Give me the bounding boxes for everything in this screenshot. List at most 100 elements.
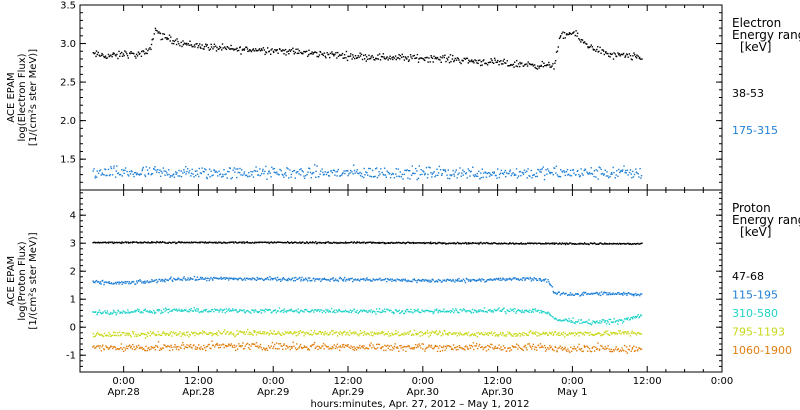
- data-point: [573, 335, 576, 337]
- data-point: [126, 55, 129, 57]
- data-point: [451, 310, 453, 312]
- data-point: [528, 278, 530, 280]
- data-point: [559, 345, 561, 347]
- data-point: [249, 49, 251, 51]
- data-point: [568, 242, 571, 244]
- data-point: [225, 308, 227, 310]
- data-point: [151, 173, 154, 175]
- data-point: [462, 308, 465, 310]
- data-point: [328, 279, 330, 281]
- data-point: [539, 279, 541, 281]
- data-point: [487, 334, 490, 336]
- data-point: [575, 243, 577, 245]
- data-point: [329, 56, 331, 59]
- data-point: [600, 242, 602, 244]
- data-point: [141, 168, 144, 170]
- data-point: [451, 347, 453, 350]
- data-point: [525, 333, 527, 335]
- data-point: [570, 350, 573, 352]
- data-point: [540, 65, 542, 67]
- data-point: [481, 346, 483, 348]
- data-point: [490, 58, 492, 60]
- data-point: [535, 175, 537, 178]
- data-point: [234, 48, 236, 51]
- data-point: [318, 54, 321, 56]
- data-point: [366, 277, 368, 279]
- data-point: [596, 320, 598, 322]
- data-point: [378, 174, 380, 177]
- data-point: [501, 310, 503, 312]
- data-point: [251, 174, 253, 176]
- data-point: [501, 308, 504, 311]
- data-point: [566, 350, 568, 353]
- data-point: [319, 330, 321, 333]
- data-point: [526, 63, 528, 65]
- data-point: [569, 332, 571, 335]
- x-tick-time-label: 12:00: [633, 376, 662, 387]
- data-point: [285, 279, 288, 282]
- data-point: [543, 279, 545, 281]
- data-point: [478, 278, 480, 280]
- data-point: [332, 311, 335, 313]
- data-point: [436, 333, 438, 335]
- data-point: [455, 279, 457, 281]
- data-point: [293, 310, 295, 312]
- data-point: [438, 58, 440, 61]
- data-point: [605, 52, 607, 54]
- data-point: [251, 241, 254, 244]
- data-point: [286, 51, 288, 53]
- data-point: [272, 242, 274, 244]
- data-point: [319, 173, 321, 175]
- data-point: [388, 242, 390, 244]
- data-point: [424, 57, 426, 59]
- data-point: [237, 333, 239, 335]
- data-point: [477, 331, 480, 334]
- data-point: [543, 311, 545, 313]
- data-point: [288, 242, 290, 244]
- data-point: [577, 331, 579, 334]
- data-point: [579, 322, 581, 325]
- data-point: [578, 335, 580, 337]
- data-point: [450, 242, 452, 244]
- data-point: [467, 334, 469, 336]
- data-point: [511, 242, 514, 244]
- data-point: [389, 58, 392, 60]
- data-point: [180, 347, 182, 349]
- data-point: [607, 333, 609, 335]
- data-point: [420, 242, 422, 244]
- data-point: [406, 280, 408, 283]
- data-point: [421, 242, 423, 244]
- data-point: [413, 242, 415, 245]
- data-point: [217, 344, 219, 346]
- data-point: [321, 53, 324, 55]
- data-point: [609, 318, 612, 321]
- data-point: [321, 309, 323, 311]
- data-point: [121, 348, 123, 350]
- data-point: [450, 348, 453, 350]
- data-point: [575, 321, 577, 323]
- data-point: [244, 333, 246, 336]
- data-point: [317, 308, 319, 311]
- data-point: [192, 310, 194, 312]
- data-point: [133, 241, 135, 243]
- data-point: [355, 171, 358, 173]
- data-point: [509, 308, 512, 310]
- data-point: [488, 175, 491, 177]
- data-point: [400, 344, 402, 347]
- data-point: [295, 48, 297, 50]
- data-point: [131, 170, 133, 173]
- data-point: [306, 50, 308, 52]
- data-point: [387, 331, 389, 333]
- data-point: [350, 169, 352, 172]
- data-point: [431, 310, 433, 313]
- data-point: [617, 175, 619, 177]
- data-point: [368, 54, 370, 57]
- data-point: [357, 347, 359, 349]
- data-point: [109, 335, 112, 338]
- data-point: [218, 344, 221, 346]
- data-point: [253, 331, 256, 333]
- data-point: [239, 46, 241, 48]
- data-point: [423, 58, 425, 61]
- data-point: [100, 350, 103, 352]
- data-point: [413, 311, 416, 313]
